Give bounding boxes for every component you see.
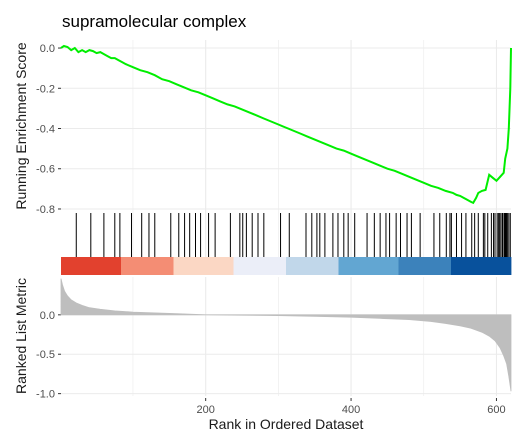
heat-band <box>61 257 69 275</box>
heat-band <box>421 257 429 275</box>
heat-band <box>241 257 249 275</box>
heat-band <box>128 257 137 275</box>
ranked-list-metric-panel: 0.0 -0.5 -1.0 200 400 600 <box>36 277 512 416</box>
y-axis-title-bottom: Ranked List Metric <box>13 278 29 394</box>
x-tick-label: 600 <box>487 404 505 416</box>
heat-band <box>368 257 377 275</box>
heat-band <box>226 257 234 275</box>
heat-band <box>233 257 242 275</box>
heat-band <box>106 257 114 275</box>
heat-band <box>481 257 489 275</box>
y-tick-label: -1.0 <box>36 389 55 401</box>
heat-band <box>488 257 497 275</box>
heat-band <box>271 257 279 275</box>
heat-band <box>173 257 182 275</box>
heat-band <box>323 257 332 275</box>
heat-band <box>331 257 339 275</box>
heat-band <box>398 257 407 275</box>
heat-band <box>458 257 467 275</box>
heat-band <box>196 257 204 275</box>
heat-band <box>203 257 212 275</box>
heat-band <box>218 257 227 275</box>
heat-band <box>181 257 189 275</box>
heat-band <box>346 257 354 275</box>
heat-band <box>361 257 369 275</box>
y-tick-label: -0.4 <box>36 124 55 136</box>
plot-title: supramolecular complex <box>62 12 247 31</box>
enrichment-score-line <box>60 44 512 205</box>
x-tick-label: 400 <box>342 404 360 416</box>
heat-band <box>263 257 272 275</box>
heat-band <box>166 257 174 275</box>
heat-band <box>391 257 399 275</box>
heat-band <box>301 257 309 275</box>
heat-band <box>121 257 129 275</box>
heat-band <box>496 257 504 275</box>
heat-band <box>503 257 512 275</box>
heat-band <box>248 257 257 275</box>
heat-band <box>286 257 294 275</box>
heat-band <box>383 257 392 275</box>
heat-band <box>413 257 422 275</box>
y-tick-label: -0.8 <box>36 204 55 216</box>
heat-band <box>98 257 107 275</box>
heat-band <box>136 257 144 275</box>
heat-band <box>451 257 459 275</box>
x-axis-title: Rank in Ordered Dataset <box>209 416 364 432</box>
y-tick-label: 0.0 <box>40 43 55 55</box>
heat-band <box>143 257 152 275</box>
heat-band <box>316 257 324 275</box>
heat-band <box>308 257 317 275</box>
heat-band <box>68 257 77 275</box>
y-axis-title-top: Running Enrichment Score <box>13 42 29 210</box>
y-tick-label: -0.2 <box>36 83 55 95</box>
heat-band <box>256 257 264 275</box>
heat-band <box>466 257 474 275</box>
heat-band <box>406 257 414 275</box>
heat-band <box>83 257 92 275</box>
heat-band <box>436 257 444 275</box>
y-tick-label: -0.5 <box>36 349 55 361</box>
heat-band <box>188 257 197 275</box>
y-tick-label: -0.6 <box>36 164 55 176</box>
heat-band <box>473 257 482 275</box>
heat-band <box>158 257 167 275</box>
heat-band <box>428 257 437 275</box>
heat-band <box>91 257 99 275</box>
y-tick-label: 0.0 <box>40 310 55 322</box>
heat-band <box>353 257 362 275</box>
heat-band <box>293 257 302 275</box>
heat-band <box>151 257 159 275</box>
heat-band <box>76 257 84 275</box>
ranked-metric-area <box>60 278 512 392</box>
heat-band <box>211 257 219 275</box>
heat-band <box>113 257 122 275</box>
running-enrichment-panel: 0.0 -0.2 -0.4 -0.6 -0.8 <box>36 40 512 216</box>
x-tick-label: 200 <box>196 404 214 416</box>
heat-band <box>338 257 347 275</box>
heat-band <box>443 257 452 275</box>
hit-positions-panel <box>61 213 512 275</box>
heat-band <box>278 257 287 275</box>
heat-band <box>376 257 384 275</box>
